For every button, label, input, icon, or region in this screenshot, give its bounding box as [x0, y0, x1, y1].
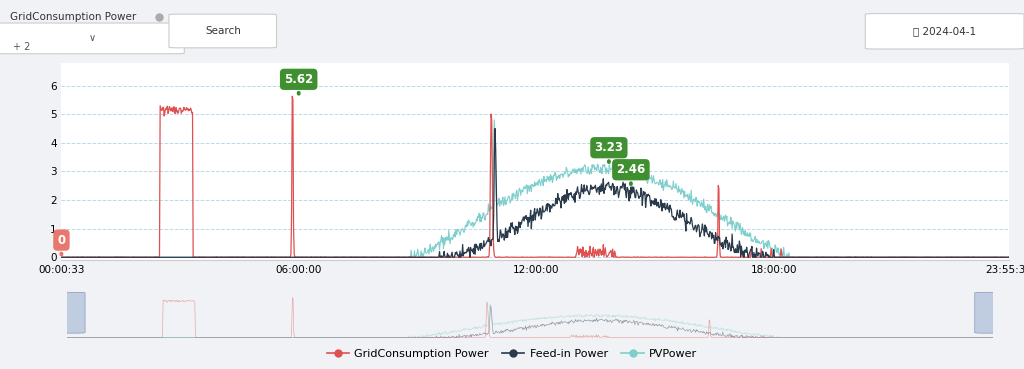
FancyBboxPatch shape	[865, 14, 1024, 49]
Text: Search: Search	[205, 26, 242, 36]
Text: 0: 0	[57, 234, 66, 255]
Text: GridConsumption Power: GridConsumption Power	[10, 11, 136, 21]
Text: 5.62: 5.62	[284, 73, 313, 94]
FancyBboxPatch shape	[59, 292, 85, 333]
Text: ∨: ∨	[89, 33, 95, 44]
Text: 2.46: 2.46	[616, 163, 645, 184]
Legend: GridConsumption Power, Feed-in Power, PVPower: GridConsumption Power, Feed-in Power, PV…	[323, 345, 701, 363]
FancyBboxPatch shape	[0, 23, 184, 54]
Text: 3.23: 3.23	[594, 141, 624, 162]
FancyBboxPatch shape	[975, 292, 1000, 333]
FancyBboxPatch shape	[169, 14, 276, 48]
Text: + 2: + 2	[13, 42, 31, 52]
Text: 📅 2024-04-1: 📅 2024-04-1	[912, 26, 976, 36]
